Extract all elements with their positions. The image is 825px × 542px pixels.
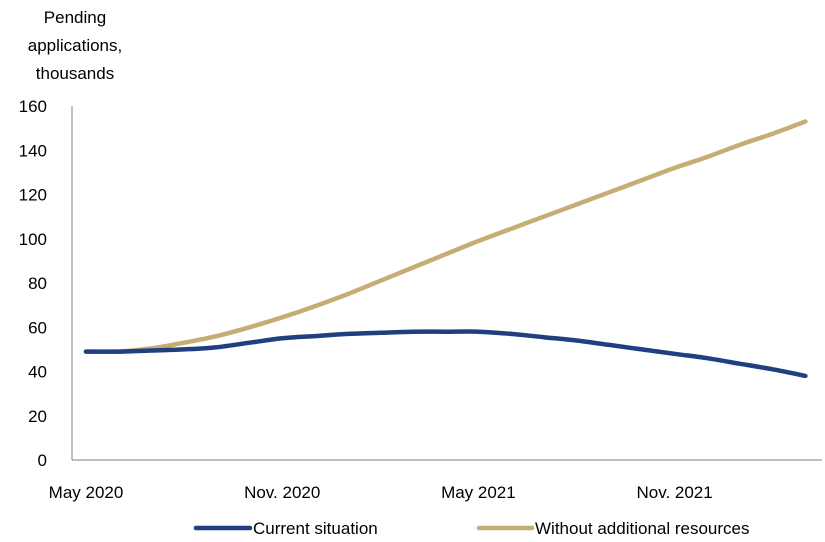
y-tick-label: 60 xyxy=(28,318,47,337)
y-tick-label: 100 xyxy=(19,230,47,249)
series-line-without-additional-resources xyxy=(83,119,808,355)
x-tick-label: Nov. 2020 xyxy=(244,483,320,502)
y-tick-label: 120 xyxy=(19,186,47,205)
legend-label: Without additional resources xyxy=(535,519,750,538)
y-tick-label: 80 xyxy=(28,274,47,293)
x-tick-label: Nov. 2021 xyxy=(636,483,712,502)
y-tick-label: 40 xyxy=(28,363,47,382)
y-axis-label: Pending applications, thousands xyxy=(27,8,123,83)
x-tick-label: May 2021 xyxy=(441,483,516,502)
x-tick-label: May 2020 xyxy=(49,483,124,502)
y-tick-label: 0 xyxy=(38,451,47,470)
y-tick-label: 160 xyxy=(19,97,47,116)
y-tick-label: 140 xyxy=(19,141,47,160)
y-tick-label: 20 xyxy=(28,407,47,426)
legend-label: Current situation xyxy=(253,519,378,538)
series-line-current-situation xyxy=(83,329,808,379)
